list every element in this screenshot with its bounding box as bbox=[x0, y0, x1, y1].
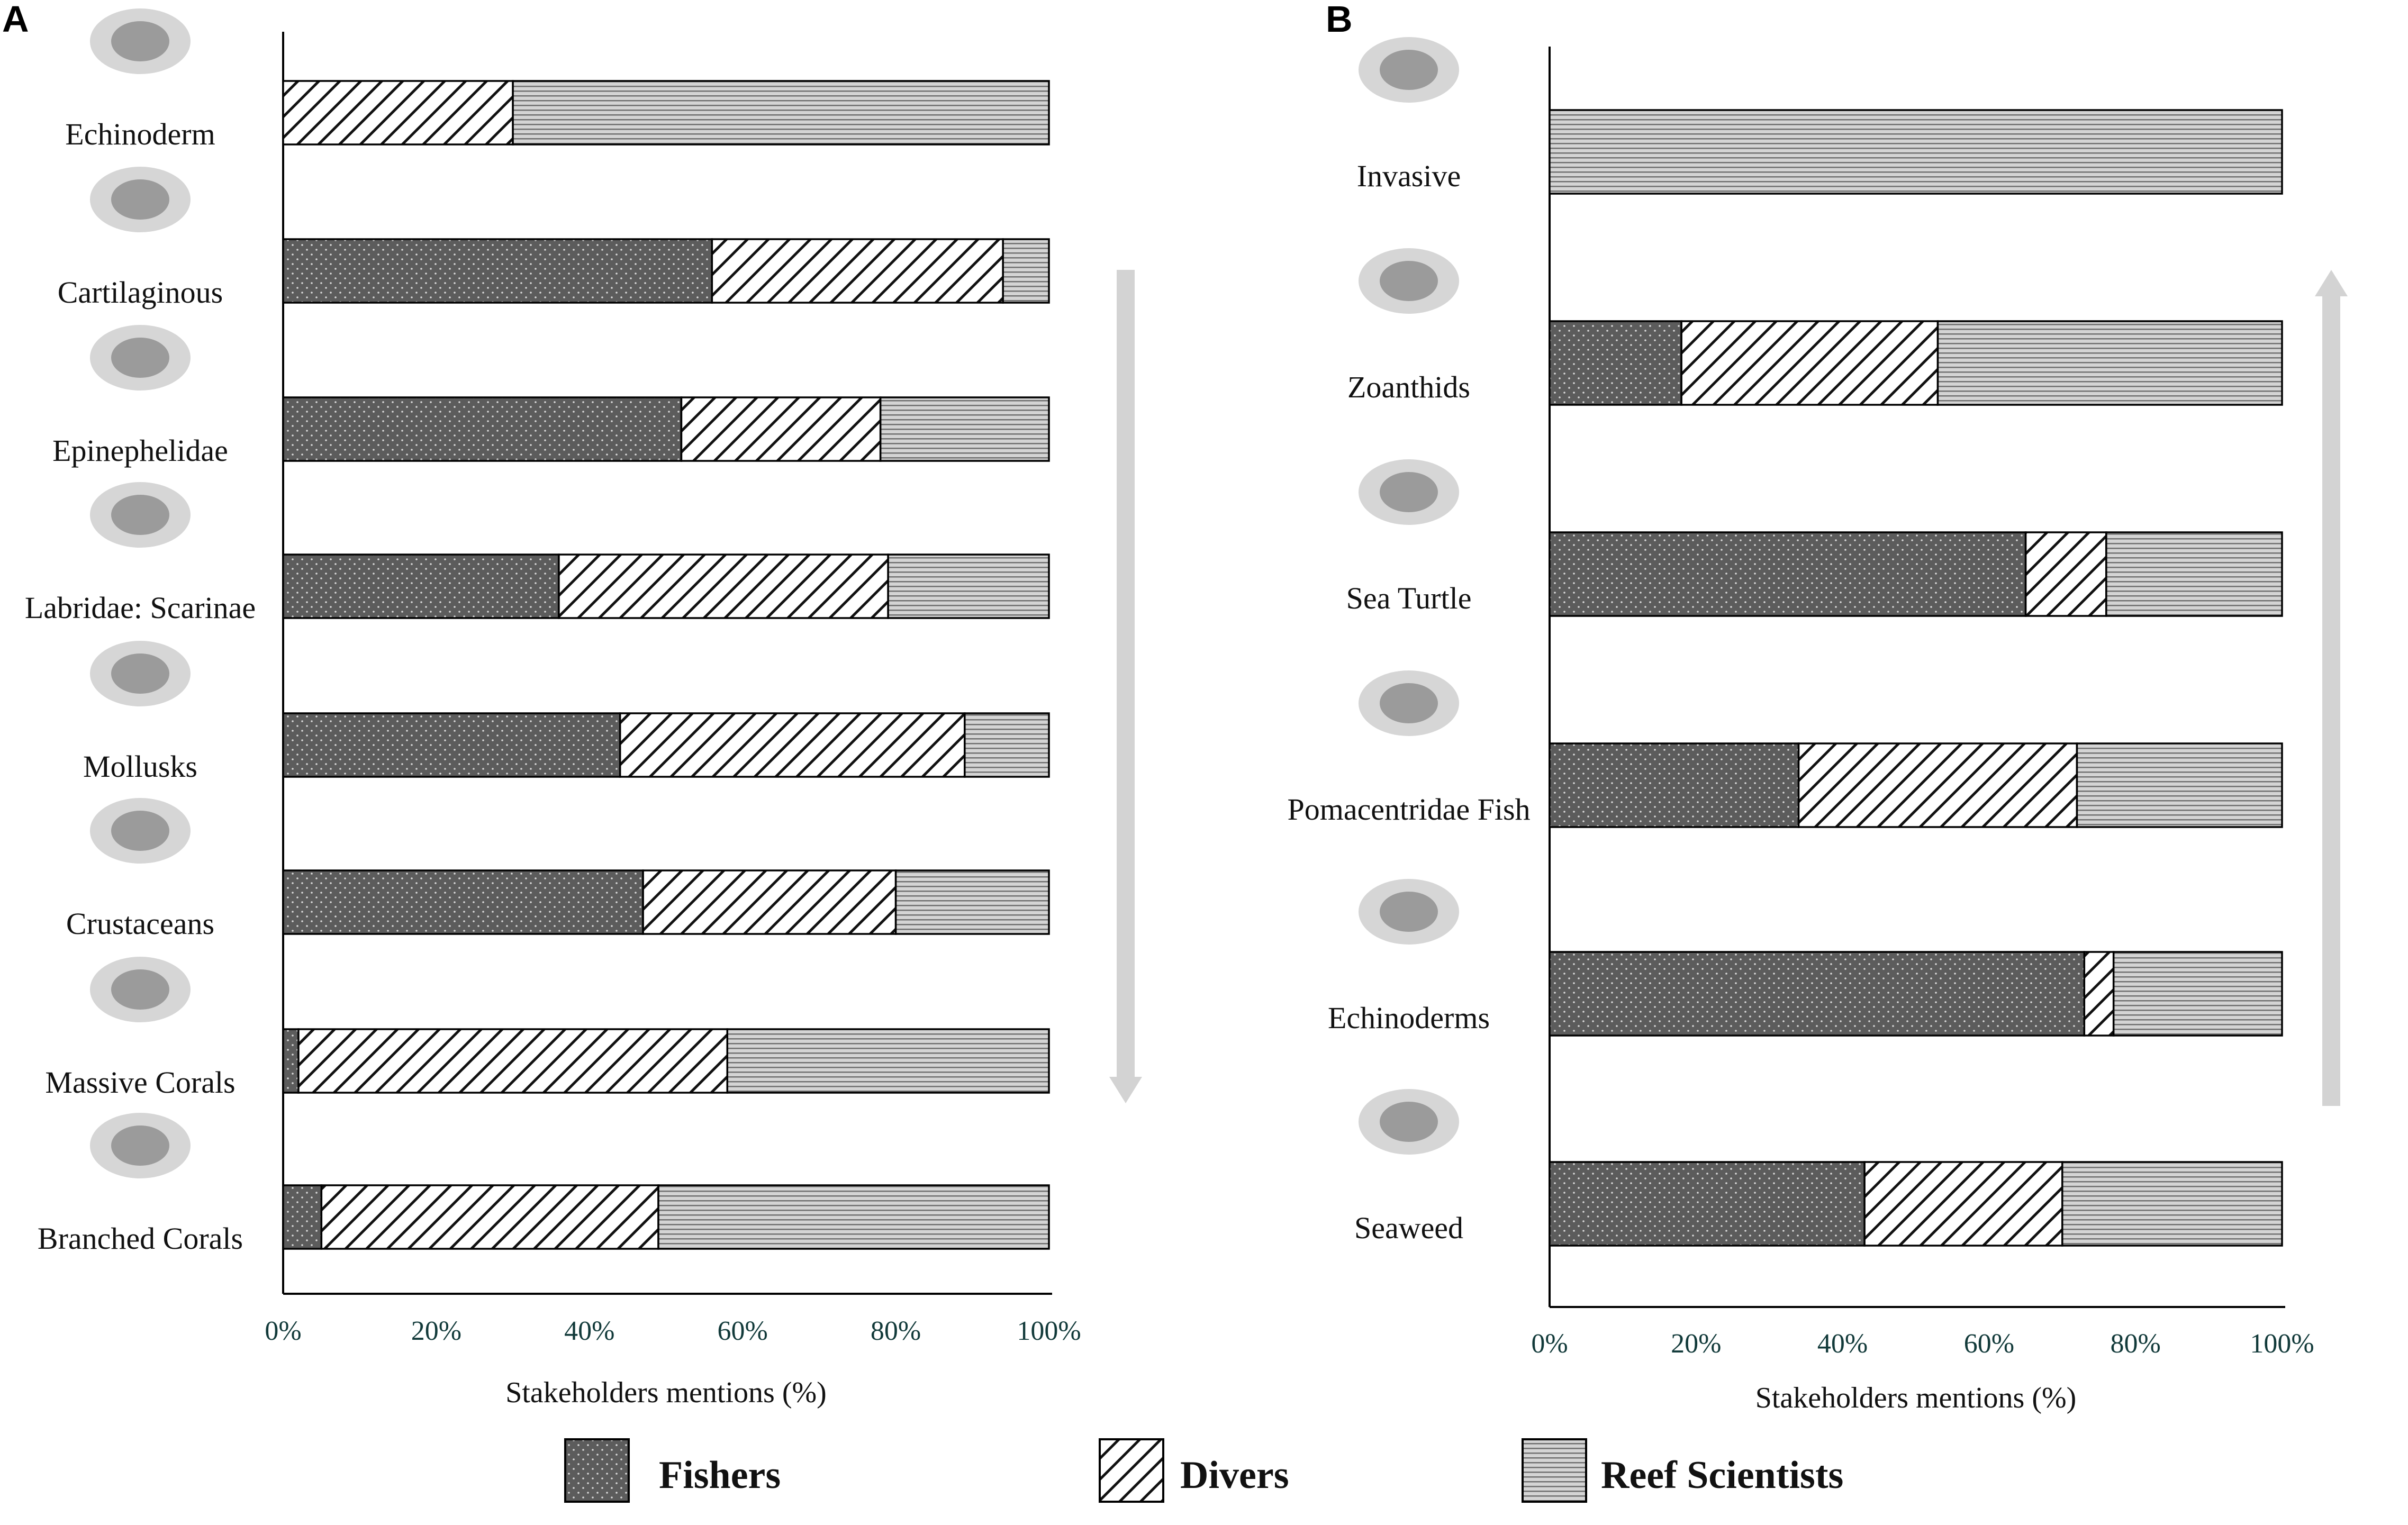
x-tick-label: 100% bbox=[1017, 1316, 1081, 1346]
x-tick-label: 20% bbox=[1671, 1329, 1721, 1359]
bar-segment-scientists bbox=[512, 80, 1050, 146]
bar-segment-scientists bbox=[887, 553, 1050, 619]
organism-icon bbox=[90, 482, 191, 548]
bar-segment-scientists bbox=[964, 712, 1050, 778]
x-axis-title: Stakeholders mentions (%) bbox=[505, 1376, 827, 1409]
x-tick-label: 0% bbox=[1531, 1329, 1568, 1359]
legend-label-scientists: Reef Scientists bbox=[1601, 1454, 1843, 1497]
legend-swatch-fishers bbox=[564, 1438, 630, 1503]
bar-segment-scientists bbox=[2112, 951, 2283, 1037]
bar-segment-fishers bbox=[1549, 951, 2086, 1037]
legend-label-fishers: Fishers bbox=[659, 1454, 781, 1497]
bar-segment-scientists bbox=[1002, 238, 1050, 304]
x-tick-label: 40% bbox=[1817, 1329, 1868, 1359]
x-tick-label: 80% bbox=[871, 1316, 921, 1346]
bar-segment-divers bbox=[680, 396, 882, 462]
category-label: Invasive bbox=[1357, 159, 1461, 193]
bar-segment-divers bbox=[711, 238, 1004, 304]
legend-swatch-scientists bbox=[1522, 1438, 1587, 1503]
bar-segment-divers bbox=[2083, 951, 2115, 1037]
bar-segment-fishers bbox=[282, 553, 560, 619]
bar-segment-divers bbox=[2024, 531, 2107, 617]
bar-segment-divers bbox=[1680, 320, 1939, 406]
bar-segment-fishers bbox=[1549, 531, 2027, 617]
category-label: Mollusks bbox=[83, 749, 197, 784]
bar-segment-fishers bbox=[282, 396, 683, 462]
bar-segment-fishers bbox=[1549, 320, 1682, 406]
category-label: Labridae: Scarinae bbox=[25, 591, 256, 625]
bar-segment-divers bbox=[282, 80, 514, 146]
bar-segment-fishers bbox=[282, 869, 644, 935]
x-tick-label: 60% bbox=[1964, 1329, 2014, 1359]
organism-icon bbox=[1359, 1089, 1459, 1155]
x-tick-label: 100% bbox=[2250, 1329, 2314, 1359]
organism-icon bbox=[90, 957, 191, 1022]
legend-swatch-divers bbox=[1099, 1438, 1164, 1503]
organism-icon bbox=[1359, 37, 1459, 103]
x-tick-label: 60% bbox=[718, 1316, 768, 1346]
panel-a: A 0% 20% 40% 60% 80% 100% Stakeholders mentions… bbox=[2, 0, 1142, 1409]
organism-icon bbox=[90, 167, 191, 232]
bar-segment-divers bbox=[619, 712, 966, 778]
bar-segment-scientists bbox=[657, 1184, 1050, 1250]
bar-segment-fishers bbox=[1549, 742, 1800, 828]
category-label: Echinoderms bbox=[1328, 1001, 1490, 1035]
bar-segment-fishers bbox=[282, 712, 621, 778]
direction-arrow-down bbox=[1109, 270, 1142, 1103]
bar-segment-fishers bbox=[282, 1028, 300, 1094]
organism-icon bbox=[90, 641, 191, 706]
bar-segment-divers bbox=[1797, 742, 2078, 828]
bar-segment-scientists bbox=[2076, 742, 2283, 828]
organism-icon bbox=[1359, 459, 1459, 525]
bar-segment-divers bbox=[642, 869, 897, 935]
panel-b: B 0% 20% 40% 60% 80% 100% Stakeholders mentions… bbox=[1287, 0, 2348, 1414]
organism-icon bbox=[1359, 248, 1459, 314]
organism-icon bbox=[90, 798, 191, 864]
bar-segment-fishers bbox=[282, 1184, 323, 1250]
panel-label: A bbox=[2, 0, 29, 40]
legend-label-divers: Divers bbox=[1180, 1454, 1289, 1497]
bar-segment-scientists bbox=[1936, 320, 2283, 406]
category-label: Crustaceans bbox=[66, 906, 214, 941]
organism-icon bbox=[90, 325, 191, 391]
bar-segment-scientists bbox=[879, 396, 1050, 462]
x-tick-label: 80% bbox=[2111, 1329, 2161, 1359]
bar-segment-scientists bbox=[2061, 1161, 2283, 1247]
category-label: Branched Corals bbox=[38, 1221, 243, 1256]
panel-label: B bbox=[1326, 0, 1353, 40]
x-axis-title: Stakeholders mentions (%) bbox=[1755, 1382, 2077, 1414]
x-tick-label: 20% bbox=[411, 1316, 461, 1346]
organism-icon bbox=[1359, 879, 1459, 945]
category-label: Massive Corals bbox=[45, 1065, 235, 1100]
category-label: Seaweed bbox=[1354, 1211, 1463, 1245]
bar-segment-scientists bbox=[726, 1028, 1050, 1094]
organism-icon bbox=[90, 8, 191, 74]
legend: Fishers Divers Reef Scientists bbox=[564, 1438, 1843, 1503]
category-label: Epinephelidae bbox=[52, 433, 228, 468]
category-label: Zoanthids bbox=[1347, 370, 1470, 404]
bar-segment-divers bbox=[1863, 1161, 2063, 1247]
x-tick-label: 0% bbox=[265, 1316, 301, 1346]
organism-icon bbox=[90, 1113, 191, 1178]
bar-segment-fishers bbox=[1549, 1161, 1866, 1247]
organism-icon bbox=[1359, 670, 1459, 736]
category-label: Cartilaginous bbox=[58, 275, 223, 310]
bar-segment-divers bbox=[558, 553, 889, 619]
bar-segment-scientists bbox=[2105, 531, 2283, 617]
bar-segment-scientists bbox=[894, 869, 1050, 935]
direction-arrow-up bbox=[2315, 270, 2348, 1106]
bar-segment-divers bbox=[320, 1184, 659, 1250]
category-label: Pomacentridae Fish bbox=[1287, 792, 1530, 827]
bar-segment-scientists bbox=[1549, 109, 2283, 195]
bar-segment-divers bbox=[297, 1028, 729, 1094]
x-tick-label: 40% bbox=[564, 1316, 614, 1346]
bar-segment-fishers bbox=[282, 238, 713, 304]
category-label: Echinoderm bbox=[65, 117, 215, 151]
category-label: Sea Turtle bbox=[1346, 581, 1472, 615]
